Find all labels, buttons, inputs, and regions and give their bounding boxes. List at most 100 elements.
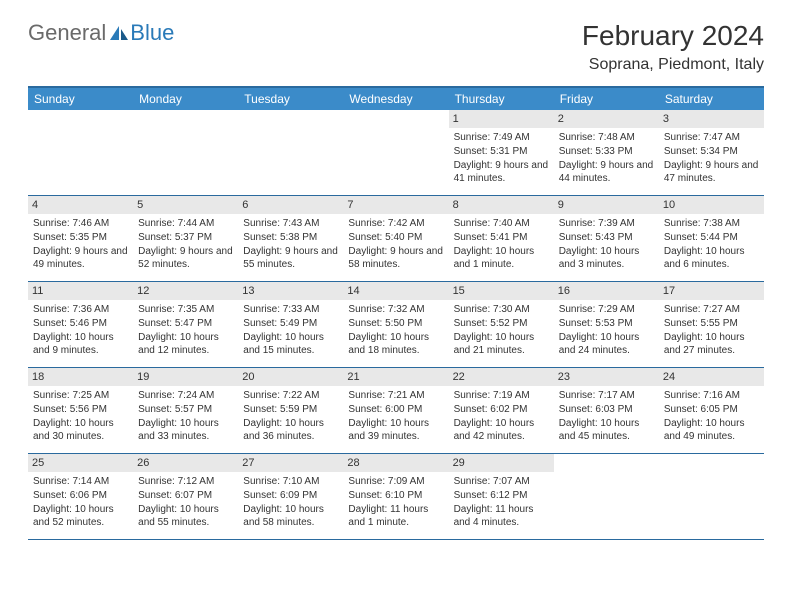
- day-cell: 21Sunrise: 7:21 AMSunset: 6:00 PMDayligh…: [343, 368, 448, 453]
- sunset-text: Sunset: 5:47 PM: [138, 317, 233, 330]
- day-cell: 2Sunrise: 7:48 AMSunset: 5:33 PMDaylight…: [554, 110, 659, 195]
- day-number: 4: [28, 196, 133, 214]
- day-number: 22: [449, 368, 554, 386]
- calendar-week: 18 Sunrise: 7:25 AMSunset: 5:56 PM Dayligh…: [28, 368, 764, 454]
- day-number: 7: [343, 196, 448, 214]
- day-cell: 1Sunrise: 7:49 AMSunset: 5:31 PMDaylight…: [449, 110, 554, 195]
- day-number: 16: [554, 282, 659, 300]
- sunrise-text: Sunrise: 7:10 AM: [243, 475, 338, 488]
- day-number: 5: [133, 196, 238, 214]
- day-cell: [343, 110, 448, 195]
- day-number: 19: [133, 368, 238, 386]
- sunset-text: Sunset: 5:40 PM: [348, 231, 443, 244]
- daylight-text: Daylight: 10 hours and 3 minutes.: [559, 245, 654, 271]
- sunset-text: Sunset: 5:34 PM: [664, 145, 759, 158]
- sunset-text: Sunset: 5:56 PM: [33, 403, 128, 416]
- sunrise-text: Sunrise: 7:32 AM: [348, 303, 443, 316]
- weekday-header: Sunday: [28, 88, 133, 110]
- sunset-text: Sunset: 6:06 PM: [33, 489, 128, 502]
- logo-text-blue: Blue: [130, 20, 174, 46]
- day-cell: 16Sunrise: 7:29 AMSunset: 5:53 PMDayligh…: [554, 282, 659, 367]
- sunset-text: Sunset: 5:50 PM: [348, 317, 443, 330]
- weekday-header: Saturday: [659, 88, 764, 110]
- daylight-text: Daylight: 9 hours and 44 minutes.: [559, 159, 654, 185]
- daylight-text: Daylight: 10 hours and 1 minute.: [454, 245, 549, 271]
- weekday-header: Monday: [133, 88, 238, 110]
- sunset-text: Sunset: 6:05 PM: [664, 403, 759, 416]
- day-number: 29: [449, 454, 554, 472]
- day-cell: 7Sunrise: 7:42 AMSunset: 5:40 PMDaylight…: [343, 196, 448, 281]
- daylight-text: Daylight: 9 hours and 49 minutes.: [33, 245, 128, 271]
- day-number: 26: [133, 454, 238, 472]
- sunrise-text: Sunrise: 7:09 AM: [348, 475, 443, 488]
- daylight-text: Daylight: 10 hours and 15 minutes.: [243, 331, 338, 357]
- sunset-text: Sunset: 5:49 PM: [243, 317, 338, 330]
- day-cell: 18Sunrise: 7:25 AMSunset: 5:56 PMDayligh…: [28, 368, 133, 453]
- sail-icon: [108, 24, 130, 42]
- calendar-week: 11Sunrise: 7:36 AMSunset: 5:46 PMDayligh…: [28, 282, 764, 368]
- weeks-container: 1Sunrise: 7:49 AMSunset: 5:31 PMDaylight…: [28, 110, 764, 540]
- sunrise-text: Sunrise: 7:44 AM: [138, 217, 233, 230]
- day-number: 14: [343, 282, 448, 300]
- sunrise-text: Sunrise: 7:33 AM: [243, 303, 338, 316]
- sunrise-text: Sunrise: 7:42 AM: [348, 217, 443, 230]
- day-cell: 3Sunrise: 7:47 AMSunset: 5:34 PMDaylight…: [659, 110, 764, 195]
- daylight-text: Daylight: 10 hours and 49 minutes.: [664, 417, 759, 443]
- day-cell: [659, 454, 764, 539]
- daylight-text: Daylight: 10 hours and 33 minutes.: [138, 417, 233, 443]
- daylight-text: Daylight: 10 hours and 45 minutes.: [559, 417, 654, 443]
- day-cell: 10Sunrise: 7:38 AMSunset: 5:44 PMDayligh…: [659, 196, 764, 281]
- day-cell: 23Sunrise: 7:17 AMSunset: 6:03 PMDayligh…: [554, 368, 659, 453]
- day-cell: 22Sunrise: 7:19 AMSunset: 6:02 PMDayligh…: [449, 368, 554, 453]
- day-cell: 4Sunrise: 7:46 AMSunset: 5:35 PMDaylight…: [28, 196, 133, 281]
- weekday-header: Wednesday: [343, 88, 448, 110]
- sunrise-text: Sunrise: 7:21 AM: [348, 389, 443, 402]
- location: Soprana, Piedmont, Italy: [582, 56, 764, 74]
- day-number: 15: [449, 282, 554, 300]
- sunrise-text: Sunrise: 7:16 AM: [664, 389, 759, 402]
- logo: General Blue: [28, 20, 174, 46]
- day-cell: 14Sunrise: 7:32 AMSunset: 5:50 PMDayligh…: [343, 282, 448, 367]
- sunrise-text: Sunrise: 7:38 AM: [664, 217, 759, 230]
- sunset-text: Sunset: 5:44 PM: [664, 231, 759, 244]
- daylight-text: Daylight: 10 hours and 39 minutes.: [348, 417, 443, 443]
- daylight-text: Daylight: 10 hours and 9 minutes.: [33, 331, 128, 357]
- calendar-week: 25Sunrise: 7:14 AMSunset: 6:06 PMDayligh…: [28, 454, 764, 540]
- daylight-text: Daylight: 10 hours and 58 minutes.: [243, 503, 338, 529]
- sunset-text: Sunset: 5:59 PM: [243, 403, 338, 416]
- day-number: 10: [659, 196, 764, 214]
- day-number: 28: [343, 454, 448, 472]
- sunset-text: Sunset: 5:31 PM: [454, 145, 549, 158]
- day-cell: 25Sunrise: 7:14 AMSunset: 6:06 PMDayligh…: [28, 454, 133, 539]
- sunset-text: Sunset: 5:46 PM: [33, 317, 128, 330]
- daylight-text: Daylight: 11 hours and 1 minute.: [348, 503, 443, 529]
- sunrise-text: Sunrise: 7:24 AM: [138, 389, 233, 402]
- sunrise-text: Sunrise: 7:40 AM: [454, 217, 549, 230]
- day-number: 25: [28, 454, 133, 472]
- sunset-text: Sunset: 6:12 PM: [454, 489, 549, 502]
- daylight-text: Daylight: 11 hours and 4 minutes.: [454, 503, 549, 529]
- sunset-text: Sunset: 5:55 PM: [664, 317, 759, 330]
- sunrise-text: Sunrise: 7:19 AM: [454, 389, 549, 402]
- day-number: 6: [238, 196, 343, 214]
- day-cell: [133, 110, 238, 195]
- sunrise-text: Sunrise: 7:46 AM: [33, 217, 128, 230]
- day-number: 18: [28, 368, 133, 386]
- sunrise-text: Sunrise: 7:25 AM: [33, 389, 128, 402]
- daylight-text: Daylight: 10 hours and 24 minutes.: [559, 331, 654, 357]
- sunrise-text: Sunrise: 7:35 AM: [138, 303, 233, 316]
- daylight-text: Daylight: 10 hours and 36 minutes.: [243, 417, 338, 443]
- sunset-text: Sunset: 6:09 PM: [243, 489, 338, 502]
- daylight-text: Daylight: 10 hours and 21 minutes.: [454, 331, 549, 357]
- weekday-header: Thursday: [449, 88, 554, 110]
- day-number: 21: [343, 368, 448, 386]
- day-cell: 27Sunrise: 7:10 AMSunset: 6:09 PMDayligh…: [238, 454, 343, 539]
- month-title: February 2024: [582, 20, 764, 52]
- sunrise-text: Sunrise: 7:43 AM: [243, 217, 338, 230]
- day-number: 8: [449, 196, 554, 214]
- sunset-text: Sunset: 5:33 PM: [559, 145, 654, 158]
- daylight-text: Daylight: 10 hours and 52 minutes.: [33, 503, 128, 529]
- day-cell: 9Sunrise: 7:39 AMSunset: 5:43 PMDaylight…: [554, 196, 659, 281]
- day-cell: 19Sunrise: 7:24 AMSunset: 5:57 PMDayligh…: [133, 368, 238, 453]
- daylight-text: Daylight: 10 hours and 27 minutes.: [664, 331, 759, 357]
